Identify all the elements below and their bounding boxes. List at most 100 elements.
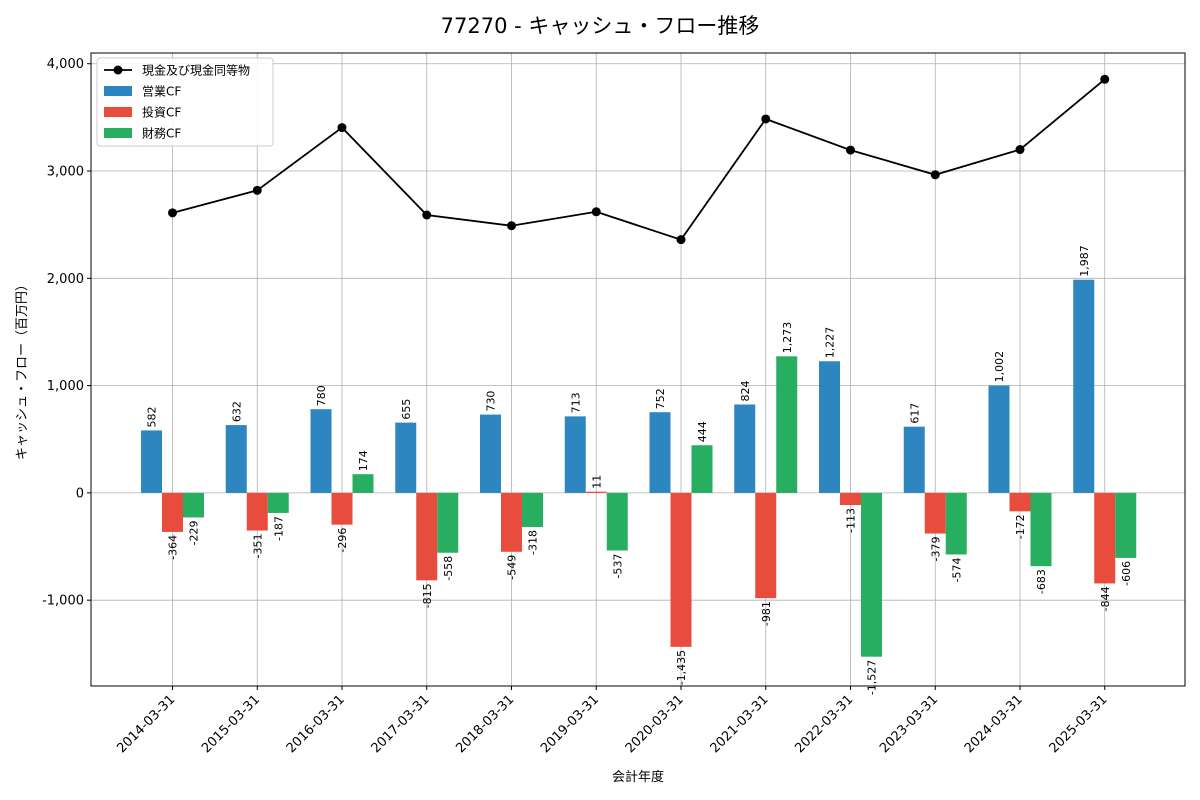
y-tick-label-1: 0 (76, 486, 84, 501)
bar-label-1-11: -844 (1099, 586, 1112, 611)
cash-point-10 (1015, 145, 1025, 155)
bars-layer (141, 279, 1137, 657)
bar-2-8 (861, 492, 882, 657)
cash-point-1 (252, 185, 262, 195)
bar-2-3 (437, 492, 459, 553)
bar-label-0-8: 1,227 (824, 327, 837, 359)
bar-label-2-3: -558 (442, 556, 455, 581)
bar-1-2 (331, 492, 353, 525)
bar-label-1-9: -379 (929, 537, 942, 562)
bar-label-0-5: 713 (569, 392, 582, 413)
y-tick-label-2: 1,000 (47, 379, 84, 394)
x-tick-label-2: 2016-03-31 (284, 692, 348, 756)
bar-0-8 (819, 361, 840, 493)
bar-label-2-11: -606 (1120, 561, 1133, 586)
bar-label-0-1: 632 (230, 401, 243, 422)
x-tick-label-6: 2020-03-31 (623, 692, 687, 756)
x-tick-label-3: 2017-03-31 (369, 692, 433, 756)
bar-0-7 (734, 404, 756, 493)
bar-0-1 (225, 425, 247, 493)
bar-label-1-1: -351 (251, 534, 264, 559)
cash-point-0 (168, 208, 177, 218)
bar-2-6 (691, 445, 713, 493)
cash-line-layer (168, 74, 1110, 245)
legend-swatch-1 (104, 86, 132, 96)
bar-1-4 (501, 492, 522, 552)
bar-label-2-10: -683 (1035, 569, 1048, 594)
legend-label-3: 財務CF (142, 126, 181, 141)
cash-point-7 (761, 114, 771, 124)
x-tick-label-8: 2022-03-31 (792, 692, 856, 756)
legend-label-0: 現金及び現金同等物 (142, 63, 250, 78)
bar-label-0-2: 780 (315, 385, 328, 406)
bar-label-1-6: -1,435 (675, 650, 688, 685)
bar-label-0-10: 1,002 (993, 351, 1006, 383)
legend-label-1: 営業CF (142, 85, 181, 99)
bar-2-4 (522, 492, 543, 527)
bar-label-0-6: 752 (654, 388, 667, 409)
cash-point-4 (507, 221, 516, 231)
bar-0-6 (649, 412, 671, 493)
bar-labels-layer: 582 632 780 655 730 713 752 824 1,227 617 1,002 1,9… (146, 245, 1133, 695)
bar-1-6 (670, 492, 692, 647)
bar-label-1-7: -981 (760, 601, 773, 626)
bar-1-0 (162, 492, 183, 532)
bar-2-5 (606, 492, 628, 551)
x-tick-label-4: 2018-03-31 (453, 692, 517, 756)
bar-2-9 (945, 492, 967, 555)
legend-swatch-marker (113, 65, 123, 75)
bar-label-1-5: 11 (590, 475, 603, 489)
bar-label-1-0: -364 (167, 535, 180, 560)
bar-2-10 (1030, 492, 1052, 567)
bar-label-2-9: -574 (950, 557, 963, 582)
bar-0-0 (141, 430, 162, 493)
bar-1-11 (1094, 492, 1116, 584)
bar-2-11 (1115, 492, 1137, 558)
bar-label-0-7: 824 (739, 380, 752, 401)
y-tick-label-0: -1,000 (42, 594, 84, 609)
y-tick-label-3: 2,000 (47, 272, 84, 287)
bar-0-5 (564, 416, 586, 493)
cash-point-2 (337, 123, 347, 133)
cash-point-5 (591, 207, 601, 217)
legend-swatch-3 (104, 128, 132, 138)
bar-0-11 (1073, 279, 1095, 493)
x-tick-label-0: 2014-03-31 (114, 692, 178, 756)
bar-1-5 (585, 491, 607, 493)
bar-label-2-1: -187 (272, 516, 285, 541)
bar-label-2-7: 1,273 (781, 322, 794, 354)
bar-label-2-2: 174 (357, 450, 370, 471)
bar-1-8 (840, 492, 861, 506)
x-axis-ticks: 2014-03-31 2015-03-31 2016-03-31 2017-03-31… (114, 686, 1111, 756)
x-tick-label-10: 2024-03-31 (962, 692, 1026, 756)
bar-label-0-3: 655 (400, 399, 413, 420)
bar-1-9 (924, 492, 946, 534)
bar-label-0-9: 617 (908, 403, 921, 424)
bar-label-2-4: -318 (527, 530, 540, 555)
cash-point-11 (1100, 74, 1110, 84)
x-tick-label-5: 2019-03-31 (538, 692, 602, 756)
y-axis-label: キャッシュ・フロー（百万円） (15, 278, 30, 460)
bar-1-10 (1009, 492, 1031, 512)
bar-label-2-6: 444 (696, 421, 709, 442)
bar-1-7 (755, 492, 777, 599)
bar-label-2-0: -229 (188, 520, 201, 545)
y-tick-label-4: 3,000 (47, 165, 84, 180)
x-axis-label: 会計年度 (612, 769, 664, 785)
bar-2-1 (267, 492, 289, 513)
bar-2-7 (776, 356, 798, 493)
bar-label-0-11: 1,987 (1078, 245, 1091, 277)
bar-2-0 (183, 492, 204, 518)
bar-1-3 (416, 492, 438, 581)
x-tick-label-7: 2021-03-31 (708, 692, 772, 756)
bar-label-2-5: -537 (611, 553, 624, 578)
bar-0-3 (395, 422, 417, 493)
bar-label-0-0: 582 (146, 406, 159, 427)
bar-label-0-4: 730 (485, 391, 498, 412)
cash-point-9 (930, 170, 940, 180)
cash-point-3 (422, 210, 432, 220)
cash-point-8 (846, 145, 855, 155)
cash-line (172, 78, 1106, 241)
